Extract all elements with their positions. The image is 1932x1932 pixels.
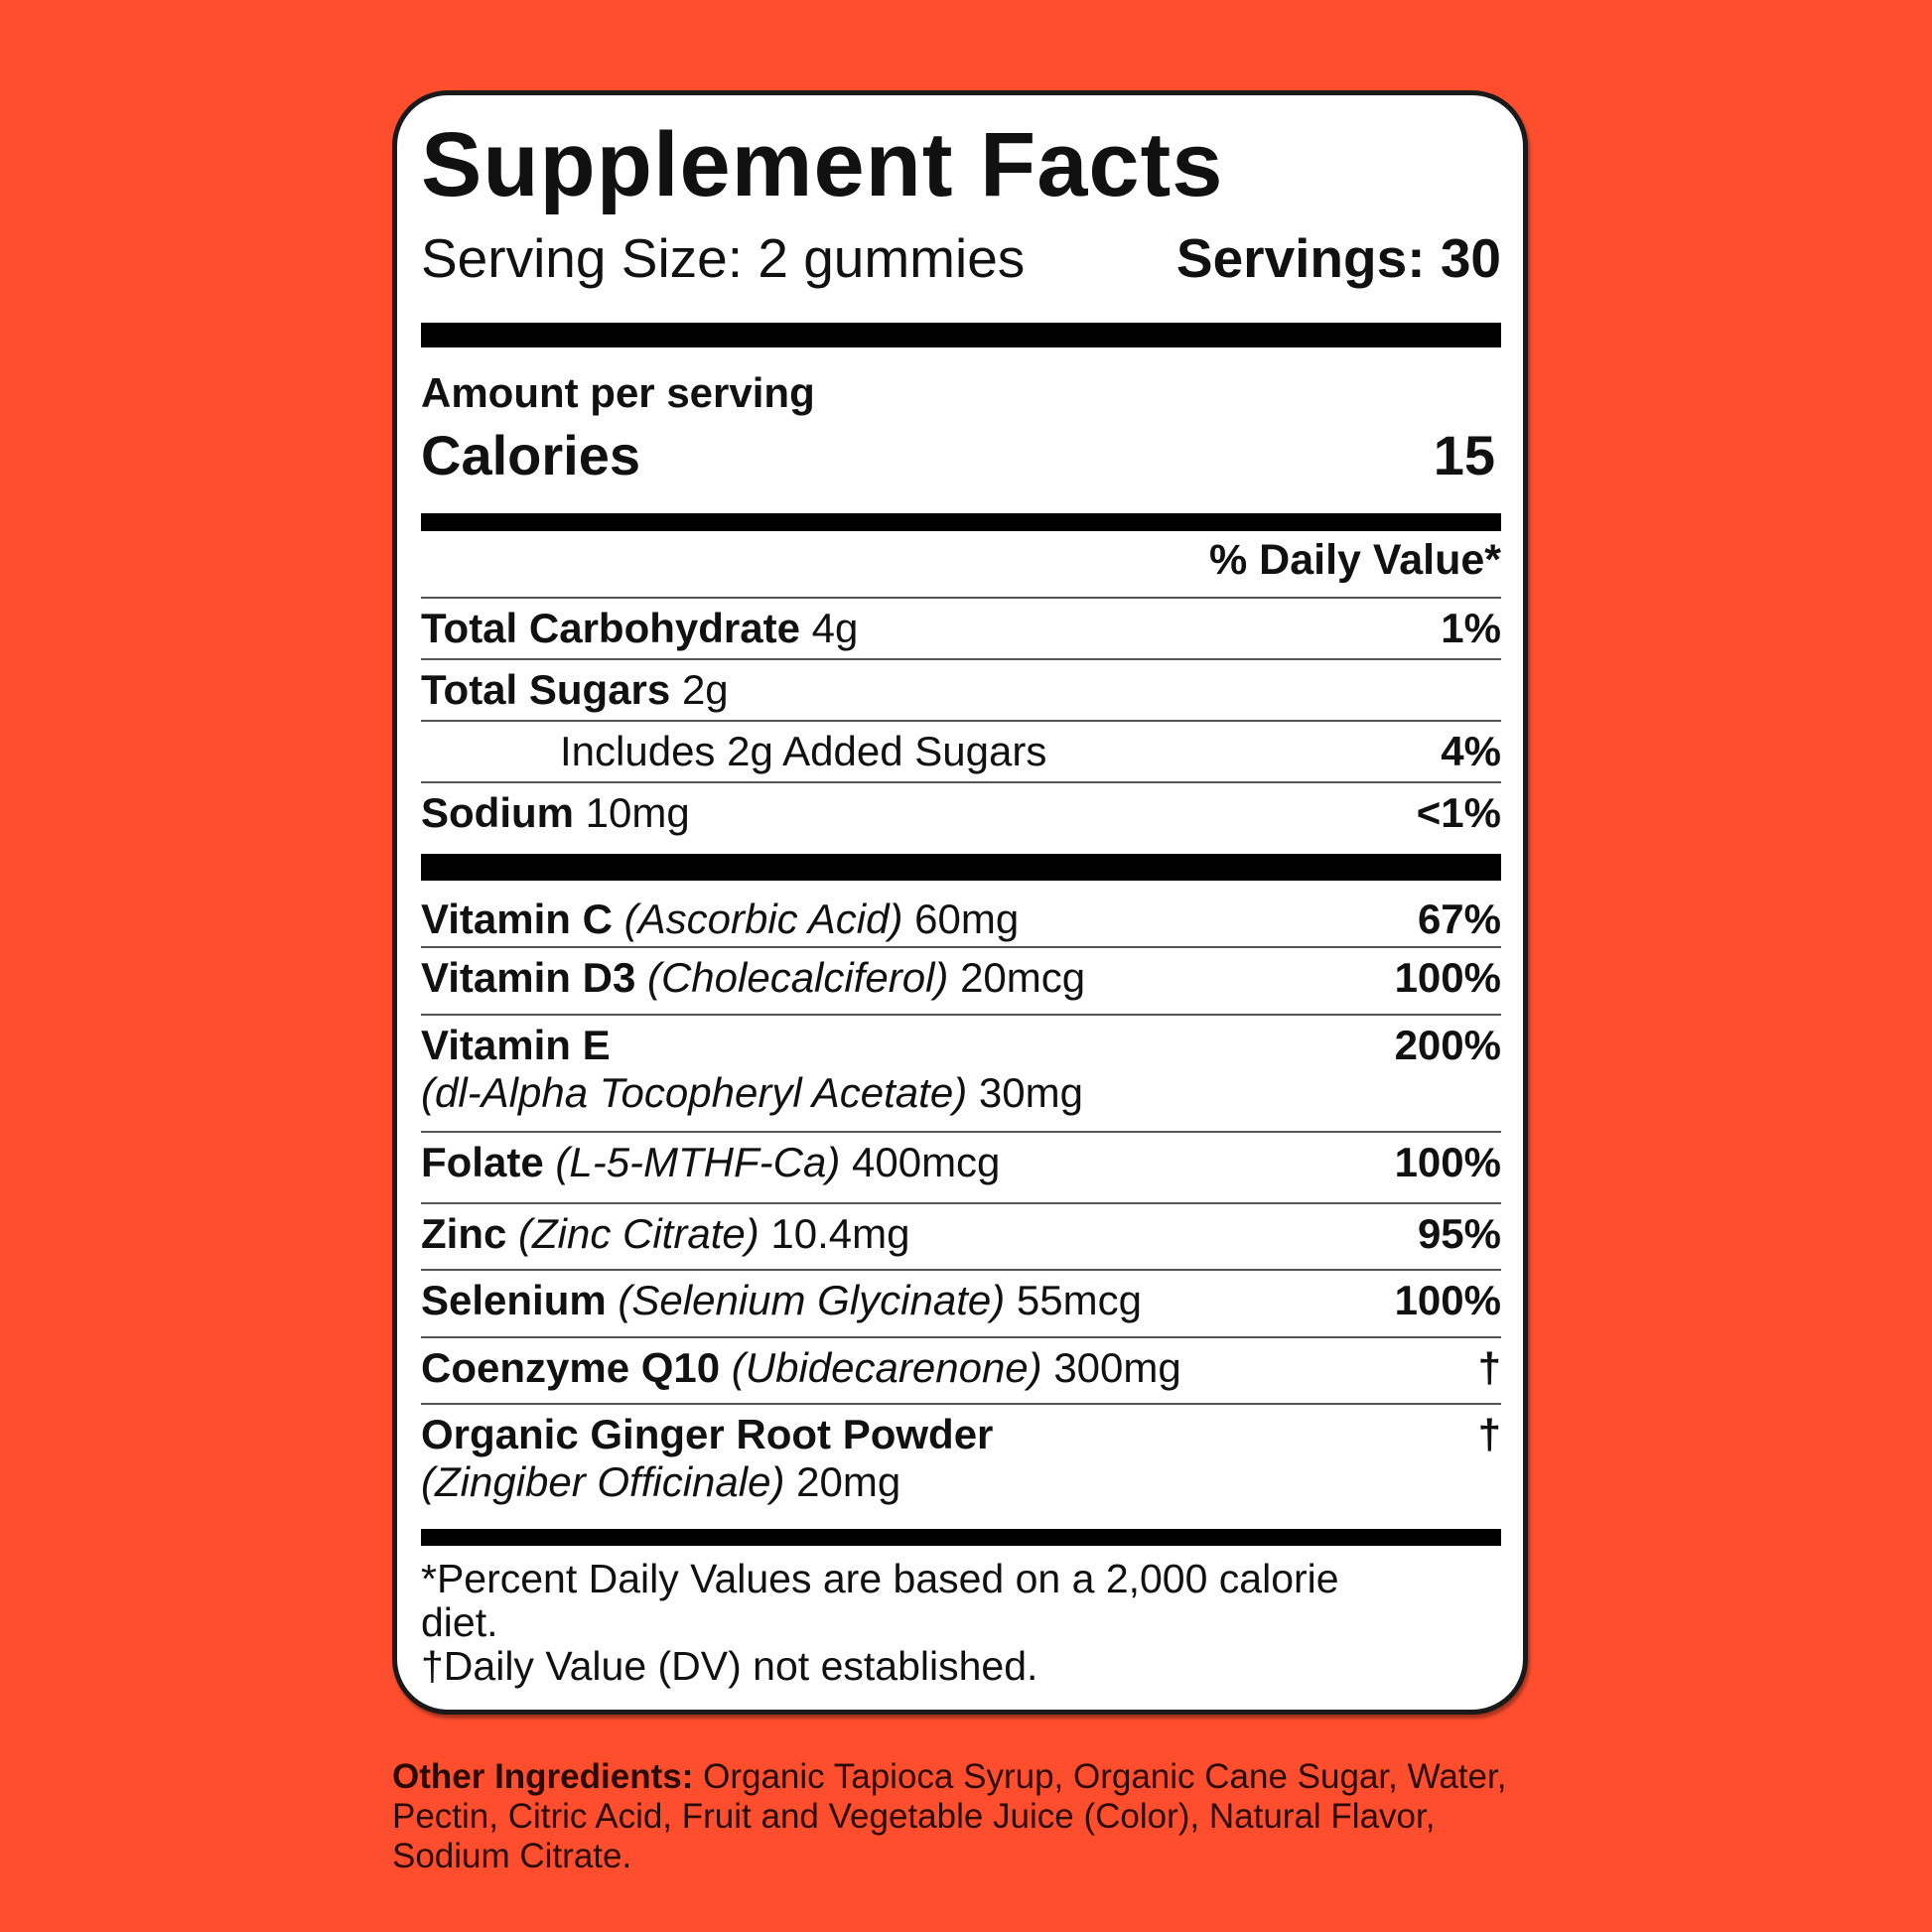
vitamin-amount: 10.4mg	[770, 1210, 910, 1257]
vitamin-label: Zinc (Zinc Citrate) 10.4mg	[421, 1210, 909, 1258]
vitamin-form: (dl-Alpha Tocopheryl Acetate)	[421, 1069, 968, 1116]
thick-divider	[421, 1529, 1501, 1546]
vitamin-label: Organic Ginger Root Powder (Zingiber Offi…	[421, 1411, 993, 1506]
vitamin-row: Vitamin E (dl-Alpha Tocopheryl Acetate) 3…	[421, 1014, 1501, 1131]
nutrient-amount: 2g	[681, 666, 729, 713]
other-ingredients-list: Organic Tapioca Syrup, Organic Cane Suga…	[392, 1757, 1507, 1875]
vitamin-name: Vitamin D3	[421, 954, 636, 1001]
other-ingredients: Other Ingredients: Organic Tapioca Syrup…	[392, 1757, 1554, 1876]
vitamin-dv: 100%	[1394, 954, 1501, 1001]
vitamin-row: Selenium (Selenium Glycinate) 55mcg 100%	[421, 1269, 1501, 1336]
vitamin-row: Organic Ginger Root Powder (Zingiber Offi…	[421, 1403, 1501, 1519]
vitamin-row: Folate (L-5-MTHF-Ca) 400mcg 100%	[421, 1131, 1501, 1202]
nutrient-dv: <1%	[1416, 789, 1501, 836]
vitamin-amount: 55mcg	[1016, 1277, 1142, 1323]
calories-label: Calories	[421, 424, 640, 486]
footnotes: *Percent Daily Values are based on a 2,0…	[421, 1557, 1394, 1688]
nutrient-label: Total Sugars 2g	[421, 666, 729, 714]
servings-per-container: Servings: 30	[1175, 227, 1501, 289]
vitamin-row: Vitamin C (Ascorbic Acid) 60mg 67%	[421, 890, 1501, 946]
vitamin-name: Folate	[421, 1139, 544, 1185]
vitamin-dv: 200%	[1394, 1022, 1501, 1068]
footnote-daily-values: *Percent Daily Values are based on a 2,0…	[421, 1556, 1339, 1645]
vitamin-dv: 67%	[1417, 896, 1501, 942]
vitamin-name: Organic Ginger Root Powder	[421, 1411, 994, 1457]
thick-divider	[421, 513, 1501, 531]
nutrient-name: Sodium	[421, 789, 574, 836]
vitamin-row: Zinc (Zinc Citrate) 10.4mg 95%	[421, 1202, 1501, 1269]
nutrient-row: Sodium 10mg <1%	[421, 781, 1501, 843]
vitamin-label: Vitamin C (Ascorbic Acid) 60mg	[421, 896, 1019, 943]
serving-size: Serving Size: 2 gummies	[421, 227, 1026, 289]
thick-divider	[421, 323, 1501, 347]
nutrient-label: Total Carbohydrate 4g	[421, 605, 858, 652]
nutrient-row: Total Sugars 2g	[421, 658, 1501, 720]
vitamin-form: (Zingiber Officinale)	[421, 1458, 785, 1505]
nutrient-amount: 4g	[811, 605, 859, 651]
vitamin-form: (Zinc Citrate)	[518, 1210, 759, 1257]
vitamin-label: Selenium (Selenium Glycinate) 55mcg	[421, 1277, 1142, 1324]
nutrient-amount: Includes 2g Added Sugars	[560, 728, 1047, 774]
serving-info: Serving Size: 2 gummies Servings: 30	[421, 226, 1501, 290]
vitamin-form: (Cholecalciferol)	[646, 954, 949, 1001]
vitamin-label: Coenzyme Q10 (Ubidecarenone) 300mg	[421, 1344, 1181, 1392]
nutrient-row: Includes 2g Added Sugars 4%	[421, 720, 1501, 781]
nutrient-amount: 10mg	[585, 789, 690, 836]
vitamin-amount: 60mg	[914, 896, 1020, 942]
calories-value: 15	[1433, 424, 1495, 486]
vitamin-amount: 20mg	[796, 1458, 901, 1505]
vitamin-name: Vitamin E	[421, 1022, 611, 1068]
nutrient-row: Total Carbohydrate 4g 1%	[421, 597, 1501, 658]
vitamin-dv: 100%	[1394, 1277, 1501, 1323]
vitamin-amount: 400mcg	[852, 1139, 1001, 1185]
nutrient-dv: 4%	[1441, 728, 1501, 774]
nutrient-label: Includes 2g Added Sugars	[421, 728, 1046, 775]
vitamin-row: Vitamin D3 (Cholecalciferol) 20mcg 100%	[421, 946, 1501, 1014]
other-ingredients-label: Other Ingredients:	[392, 1757, 694, 1796]
vitamin-form: (Ubidecarenone)	[731, 1344, 1042, 1391]
vitamin-amount: 30mg	[978, 1069, 1083, 1116]
nutrient-dv: 1%	[1441, 605, 1501, 651]
daily-value-header: % Daily Value*	[1209, 536, 1501, 584]
calories-row: Calories 15	[421, 423, 1495, 487]
vitamin-dv: †	[1477, 1344, 1501, 1391]
supplement-facts-panel: Supplement Facts Serving Size: 2 gummies…	[392, 90, 1528, 1715]
vitamin-name: Zinc	[421, 1210, 507, 1257]
vitamin-label: Vitamin E (dl-Alpha Tocopheryl Acetate) 3…	[421, 1022, 1083, 1117]
vitamin-label: Vitamin D3 (Cholecalciferol) 20mcg	[421, 954, 1085, 1002]
nutrient-name: Total Carbohydrate	[421, 605, 800, 651]
vitamin-dv: †	[1477, 1411, 1501, 1457]
vitamin-name: Selenium	[421, 1277, 607, 1323]
thick-divider	[421, 854, 1501, 881]
vitamin-dv: 95%	[1417, 1210, 1501, 1257]
panel-title: Supplement Facts	[421, 114, 1224, 215]
vitamin-amount: 20mcg	[960, 954, 1086, 1001]
nutrient-rows: Total Carbohydrate 4g 1% Total Sugars 2g In…	[421, 597, 1501, 843]
vitamin-name: Coenzyme Q10	[421, 1344, 721, 1391]
vitamin-amount: 300mg	[1053, 1344, 1181, 1391]
vitamin-form: (Ascorbic Acid)	[623, 896, 903, 942]
vitamin-form: (L-5-MTHF-Ca)	[555, 1139, 841, 1185]
nutrient-name: Total Sugars	[421, 666, 671, 713]
vitamin-name: Vitamin C	[421, 896, 613, 942]
vitamin-form: (Selenium Glycinate)	[618, 1277, 1006, 1323]
vitamin-row: Coenzyme Q10 (Ubidecarenone) 300mg †	[421, 1336, 1501, 1403]
vitamin-dv: 100%	[1394, 1139, 1501, 1185]
vitamin-label: Folate (L-5-MTHF-Ca) 400mcg	[421, 1139, 1000, 1186]
amount-per-serving: Amount per serving	[421, 369, 815, 416]
nutrient-label: Sodium 10mg	[421, 789, 690, 837]
vitamin-rows: Vitamin C (Ascorbic Acid) 60mg 67% Vitamin…	[421, 890, 1501, 1519]
footnote-dv-not-established: †Daily Value (DV) not established.	[421, 1643, 1038, 1689]
